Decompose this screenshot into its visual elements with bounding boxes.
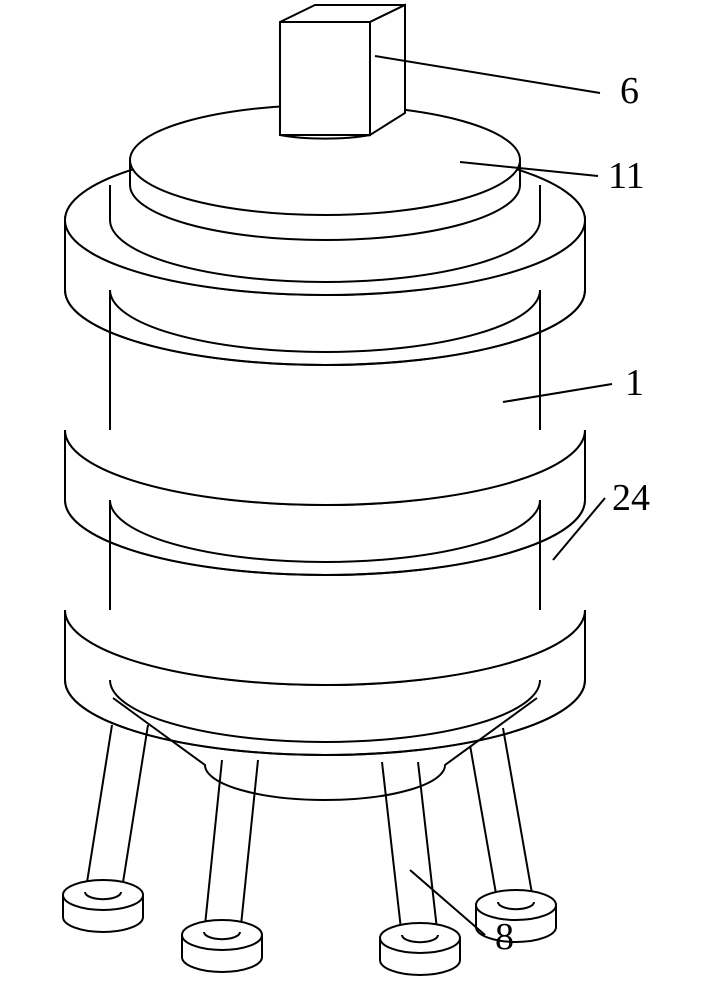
leader-line — [375, 56, 600, 93]
label-11: 11 — [608, 155, 645, 197]
label-8: 8 — [495, 916, 514, 958]
label-6: 6 — [620, 70, 639, 112]
leader-line — [553, 498, 605, 560]
label-24: 24 — [612, 477, 650, 519]
device-drawing — [63, 5, 585, 975]
patent-figure: 6111248 — [0, 0, 703, 1000]
label-1: 1 — [625, 362, 644, 404]
